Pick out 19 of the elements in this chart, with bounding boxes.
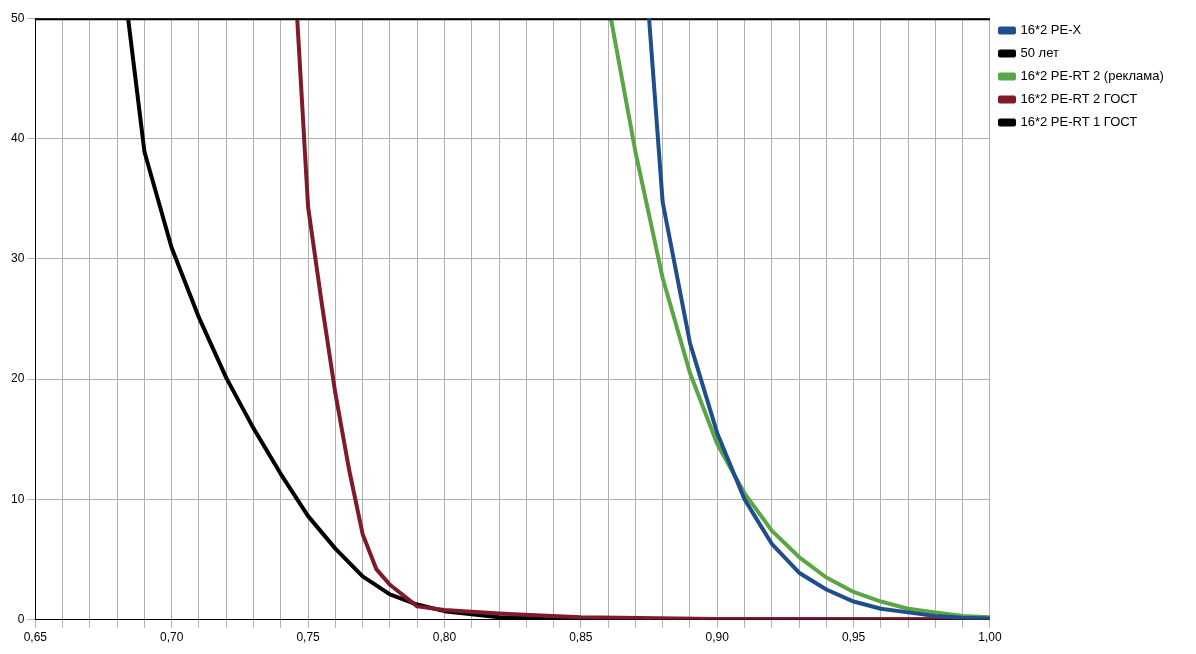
x-tick-label: 1,00 [978, 630, 1002, 645]
legend-label: 16*2 PE-RT 2 (реклама) [1020, 68, 1164, 84]
y-tick-label: 10 [10, 491, 25, 506]
legend-label: 50 лет [1020, 45, 1059, 61]
legend-label: 16*2 PE-X [1020, 22, 1082, 38]
x-tick-label: 0,85 [569, 630, 593, 645]
y-tick-label: 50 [10, 10, 25, 25]
x-tick-label: 0,90 [705, 630, 730, 645]
legend-label: 16*2 PE-RT 2 ГОСТ [1020, 91, 1138, 107]
legend-label: 16*2 PE-RT 1 ГОСТ [1020, 114, 1138, 130]
y-tick-label: 30 [10, 251, 25, 266]
y-tick-label: 20 [10, 371, 25, 386]
x-tick-label: 0,80 [432, 630, 457, 645]
y-tick-label: 40 [10, 130, 25, 145]
x-tick-label: 0,95 [841, 630, 866, 645]
y-tick-label: 0 [17, 611, 25, 626]
x-tick-label: 0,70 [160, 630, 184, 645]
x-tick-label: 0,75 [296, 630, 321, 645]
x-tick-label: 0,65 [23, 630, 48, 645]
